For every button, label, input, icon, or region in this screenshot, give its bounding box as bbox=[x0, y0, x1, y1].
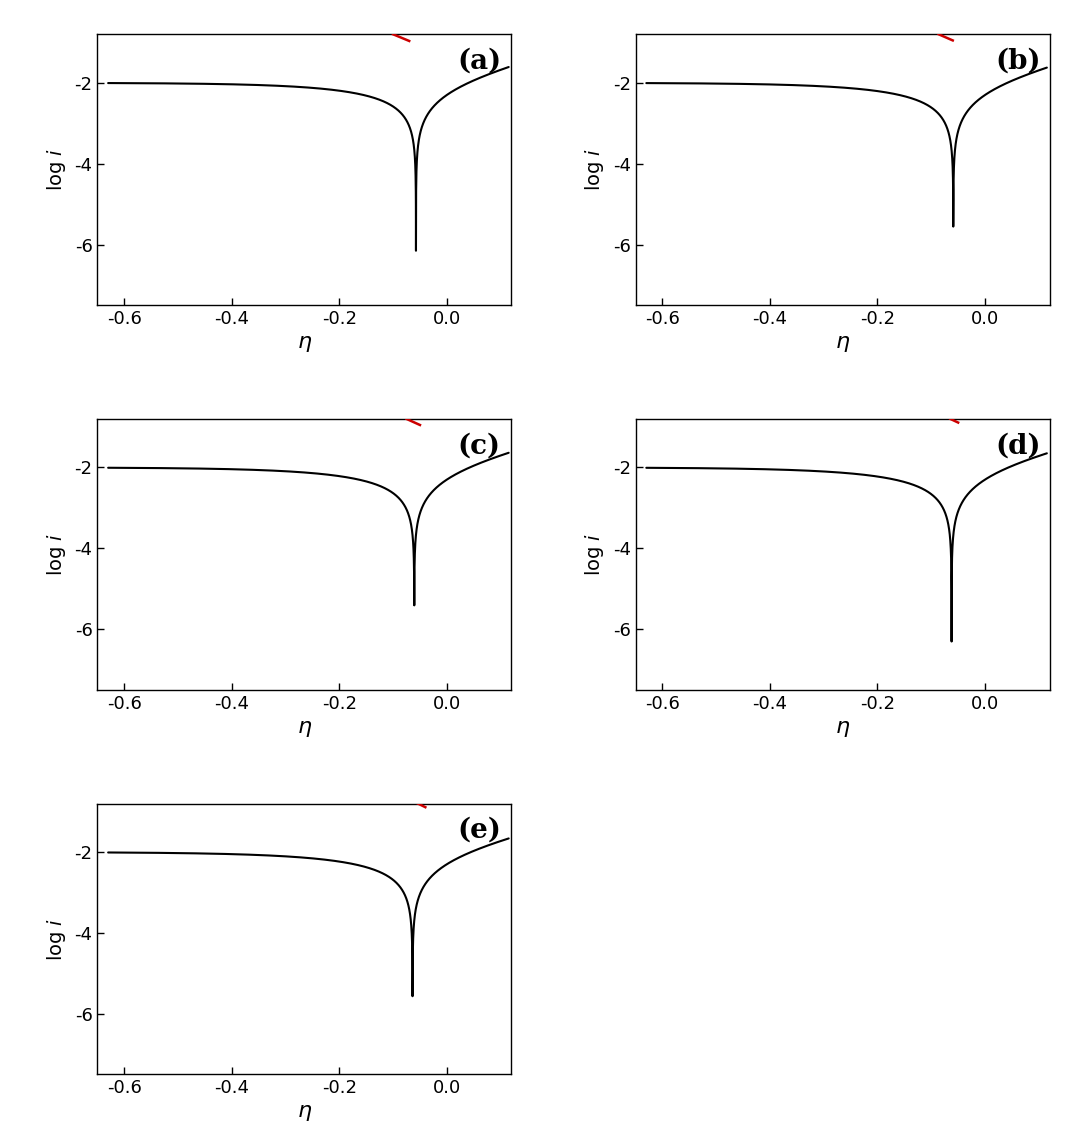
X-axis label: η: η bbox=[835, 717, 849, 737]
Text: (d): (d) bbox=[995, 432, 1041, 459]
Text: (e): (e) bbox=[458, 817, 501, 844]
Text: (a): (a) bbox=[458, 48, 502, 74]
Y-axis label: log $i$: log $i$ bbox=[583, 149, 606, 191]
X-axis label: η: η bbox=[835, 333, 849, 352]
Y-axis label: log $i$: log $i$ bbox=[44, 149, 67, 191]
X-axis label: η: η bbox=[298, 1102, 312, 1121]
Text: (b): (b) bbox=[995, 48, 1041, 74]
Y-axis label: log $i$: log $i$ bbox=[44, 533, 67, 576]
Y-axis label: log $i$: log $i$ bbox=[44, 918, 67, 960]
Y-axis label: log $i$: log $i$ bbox=[583, 533, 606, 576]
X-axis label: η: η bbox=[298, 717, 312, 737]
X-axis label: η: η bbox=[298, 333, 312, 352]
Text: (c): (c) bbox=[458, 432, 501, 459]
